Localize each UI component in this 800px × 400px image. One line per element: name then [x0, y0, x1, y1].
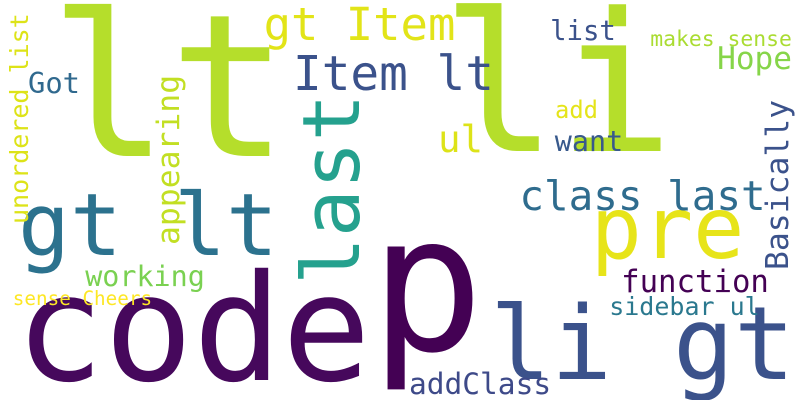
- word: li: [441, 0, 674, 198]
- word: ul: [438, 117, 484, 162]
- word: addClass: [409, 367, 552, 400]
- word: sense Cheers: [12, 286, 153, 310]
- word: want: [554, 125, 624, 159]
- word: gt lt: [18, 175, 279, 276]
- word: Item lt: [293, 47, 494, 103]
- word: gt Item: [263, 0, 456, 52]
- word: class last: [519, 171, 766, 220]
- word: list: [550, 16, 616, 48]
- word: lt: [49, 0, 289, 203]
- word: unordered list: [4, 13, 34, 225]
- word: add: [555, 95, 598, 124]
- word: code: [15, 243, 371, 400]
- word: Basically: [760, 99, 797, 270]
- word: function: [621, 265, 769, 301]
- word: Hope: [717, 40, 792, 77]
- word: last: [285, 93, 379, 286]
- word: Got: [28, 66, 81, 101]
- word: sidebar ul: [609, 291, 760, 321]
- word: working: [85, 260, 205, 294]
- word: li gt: [490, 285, 795, 400]
- word: pre: [590, 179, 745, 279]
- word: p: [370, 174, 484, 396]
- word: makes sense: [650, 27, 792, 53]
- word: appearing: [151, 74, 188, 245]
